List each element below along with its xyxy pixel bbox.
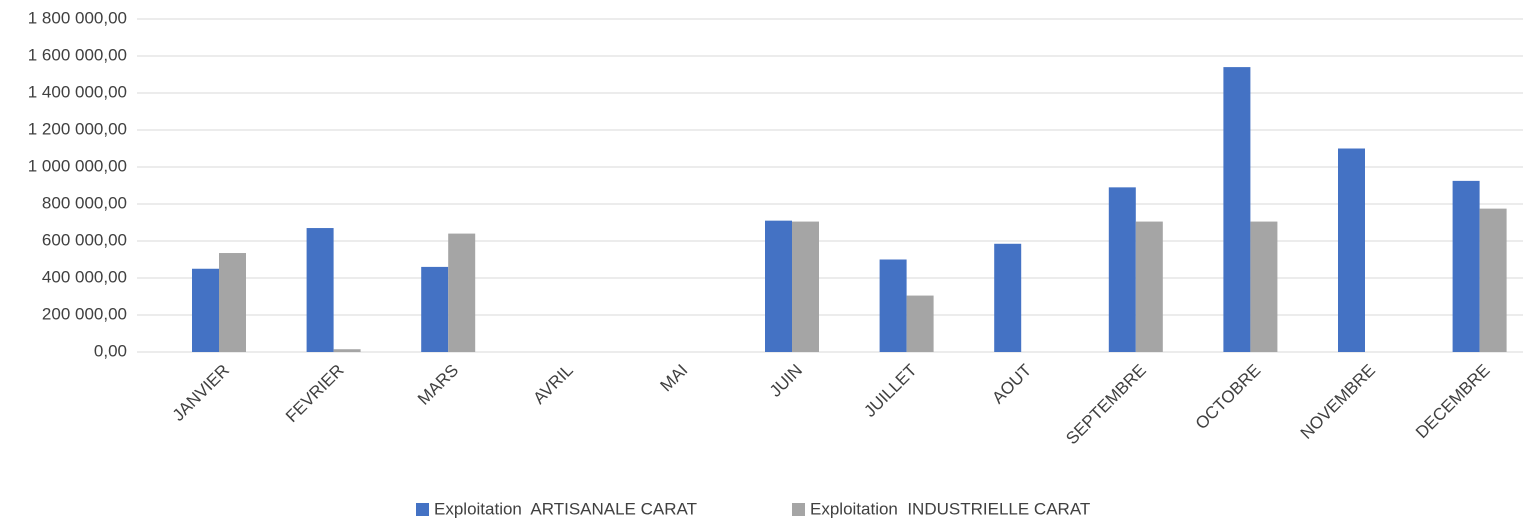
bar bbox=[219, 253, 246, 352]
y-tick-label: 400 000,00 bbox=[42, 267, 127, 286]
legend-swatch bbox=[416, 503, 429, 516]
bar bbox=[1108, 187, 1136, 352]
x-tick-label: AOUT bbox=[988, 361, 1035, 408]
y-tick-label: 1 600 000,00 bbox=[28, 45, 127, 64]
y-tick-label: 200 000,00 bbox=[42, 304, 127, 323]
bar bbox=[1223, 67, 1251, 352]
legend-swatch bbox=[792, 503, 805, 516]
bar bbox=[792, 221, 819, 352]
x-tick-label: AVRIL bbox=[530, 361, 577, 408]
bar bbox=[192, 268, 219, 352]
legend-label: Exploitation INDUSTRIELLE CARAT bbox=[810, 499, 1090, 518]
y-tick-label: 800 000,00 bbox=[42, 193, 127, 212]
bar bbox=[1135, 221, 1163, 352]
x-tick-label: JUILLET bbox=[860, 361, 920, 421]
y-tick-label: 1 800 000,00 bbox=[28, 8, 127, 27]
bar bbox=[1250, 221, 1278, 352]
x-tick-label: MAI bbox=[657, 361, 692, 396]
y-tick-label: 600 000,00 bbox=[42, 230, 127, 249]
bar bbox=[765, 220, 792, 352]
x-tick-label: JUIN bbox=[766, 361, 806, 401]
x-tick-label: NOVEMBRE bbox=[1297, 361, 1379, 443]
x-tick-label: JANVIER bbox=[169, 361, 233, 425]
bar bbox=[906, 295, 934, 352]
legend-label: Exploitation ARTISANALE CARAT bbox=[434, 499, 697, 518]
bar bbox=[1479, 208, 1507, 352]
x-tick-label: DECEMBRE bbox=[1412, 361, 1494, 443]
x-tick-label: FEVRIER bbox=[282, 361, 348, 427]
bar bbox=[994, 243, 1022, 352]
x-tick-label: OCTOBRE bbox=[1192, 361, 1265, 434]
bar bbox=[879, 259, 907, 352]
bar bbox=[1452, 180, 1480, 352]
bar bbox=[448, 233, 476, 352]
y-tick-label: 1 000 000,00 bbox=[28, 156, 127, 175]
bar bbox=[1338, 148, 1365, 352]
bar bbox=[306, 228, 334, 352]
bar bbox=[421, 266, 449, 352]
y-tick-label: 1 200 000,00 bbox=[28, 119, 127, 138]
y-tick-label: 0,00 bbox=[94, 341, 127, 360]
bar bbox=[333, 349, 361, 352]
x-tick-label: SEPTEMBRE bbox=[1062, 361, 1150, 449]
x-tick-label: MARS bbox=[414, 361, 462, 409]
y-tick-label: 1 400 000,00 bbox=[28, 82, 127, 101]
